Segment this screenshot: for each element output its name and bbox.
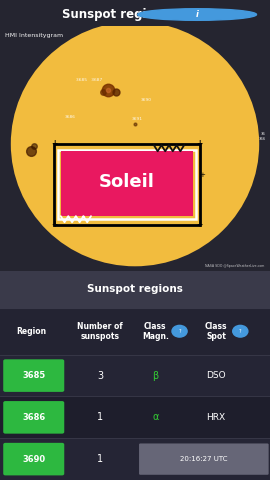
Text: ?: ? (178, 329, 181, 334)
Text: 3686: 3686 (22, 413, 45, 422)
Text: Sunspot regions: Sunspot regions (87, 285, 183, 294)
Text: 3685: 3685 (22, 371, 45, 380)
Text: 1: 1 (97, 454, 103, 464)
Bar (61, 151, 193, 216)
Text: 3: 3 (97, 371, 103, 381)
Bar (54, 144, 200, 225)
Bar (0, 438, 270, 480)
Text: Sunspot regions: Sunspot regions (62, 8, 170, 21)
Text: Class
Magn.: Class Magn. (142, 322, 169, 341)
Bar (0, 396, 270, 438)
Text: 1: 1 (97, 412, 103, 422)
Ellipse shape (11, 22, 259, 266)
Text: +: + (51, 139, 57, 148)
Text: +: + (197, 220, 203, 229)
Text: Number of
sunspots: Number of sunspots (77, 322, 123, 341)
Text: 3686: 3686 (65, 115, 76, 119)
Text: β: β (152, 371, 158, 381)
Text: 3685   3687: 3685 3687 (76, 78, 102, 82)
Text: 3692: 3692 (173, 156, 184, 161)
Bar (58, 150, 196, 218)
Text: 3690: 3690 (140, 98, 151, 102)
FancyBboxPatch shape (3, 443, 64, 475)
Text: Soleil: Soleil (99, 173, 155, 191)
FancyBboxPatch shape (139, 444, 269, 475)
Text: 3690: 3690 (22, 455, 45, 464)
Text: DSO: DSO (206, 371, 226, 380)
Text: +: + (200, 171, 205, 178)
Text: HRX: HRX (207, 413, 225, 422)
Text: +: + (197, 139, 203, 148)
Circle shape (233, 325, 248, 337)
Bar (0, 308, 270, 355)
Text: α: α (152, 454, 158, 464)
Circle shape (138, 9, 256, 20)
Circle shape (172, 325, 187, 337)
Bar (0, 355, 270, 396)
Text: HMI Intensitygram: HMI Intensitygram (5, 33, 63, 37)
Text: 3691: 3691 (132, 118, 143, 121)
FancyBboxPatch shape (3, 360, 64, 392)
Text: Class
Spot: Class Spot (205, 322, 227, 341)
Text: NASA SDO @SpaceWeatherLive.com: NASA SDO @SpaceWeatherLive.com (205, 264, 265, 267)
Text: Region: Region (16, 327, 46, 336)
Text: i: i (196, 10, 198, 19)
Text: 20:16:27 UTC: 20:16:27 UTC (180, 456, 228, 462)
FancyBboxPatch shape (3, 401, 64, 433)
Text: α: α (152, 412, 158, 422)
Bar (0, 271, 270, 308)
Text: 36
366: 36 366 (259, 132, 266, 141)
Text: +: + (51, 220, 57, 229)
Text: ?: ? (239, 329, 242, 334)
